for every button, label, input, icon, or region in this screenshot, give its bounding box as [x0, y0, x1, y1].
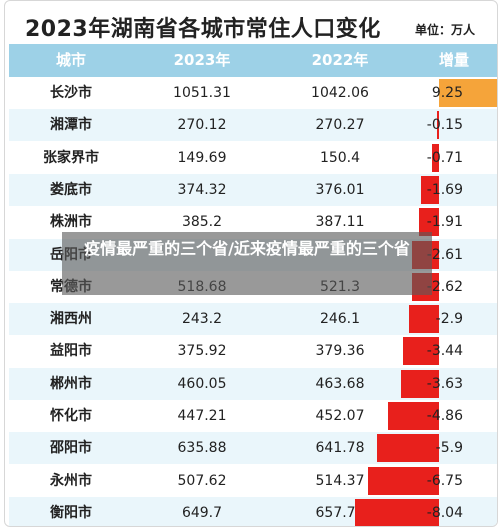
cell-2023: 385.2: [181, 214, 223, 231]
table-row: 长沙市 1051.31 1042.06 9.25: [9, 77, 497, 111]
cell-2022: 379.36: [315, 343, 365, 360]
change-label: 9.25: [431, 85, 463, 101]
table-header: 城市 2023年 2022年 增量: [9, 44, 497, 77]
change-label: -2.9: [435, 311, 463, 328]
cell-city: 株洲市: [50, 214, 92, 231]
cell-city: 娄底市: [50, 181, 92, 198]
chart-frame: 2023年湖南省各城市常住人口变化 单位：万人 城市 2023年 2022年 增…: [4, 0, 498, 527]
table-row: 湘潭市 270.12 270.27 -0.15: [9, 109, 497, 143]
header-2023: 2023年: [173, 51, 231, 69]
table-row: 怀化市 447.21 452.07 -4.86: [9, 400, 497, 434]
cell-2023: 374.32: [177, 181, 227, 198]
cell-2023: 447.21: [177, 408, 227, 424]
cell-2022: 246.1: [319, 311, 361, 328]
cell-2023: 243.2: [181, 311, 223, 328]
change-label: -5.9: [435, 440, 463, 457]
cell-2022: 1042.06: [311, 85, 369, 101]
table-row: 邵阳市 635.88 641.78 -5.9: [9, 432, 497, 466]
change-label: -8.04: [426, 504, 463, 521]
cell-2022: 270.27: [315, 117, 365, 134]
table-row: 永州市 507.62 514.37 -6.75: [9, 464, 497, 498]
cell-2022: 387.11: [315, 214, 365, 231]
cell-2022: 657.74: [315, 504, 365, 521]
change-bar: [401, 369, 439, 398]
change-bar: [439, 79, 497, 107]
table-row: 益阳市 375.92 379.36 -3.44: [9, 335, 497, 369]
overlay-text: 疫情最严重的三个省/近来疫情最严重的三个省: [84, 239, 410, 258]
cell-2022: 514.37: [315, 472, 365, 489]
change-bar: [368, 466, 439, 495]
cell-2023: 149.69: [177, 149, 227, 166]
cell-city: 张家界市: [43, 149, 99, 166]
table-row: 娄底市 374.32 376.01 -1.69: [9, 173, 497, 208]
change-label: -1.69: [426, 181, 463, 198]
change-label: -2.61: [426, 246, 463, 263]
change-label: -2.62: [426, 278, 463, 295]
cell-2023: 270.12: [177, 117, 227, 134]
cell-city: 永州市: [50, 472, 92, 489]
change-bar: [403, 337, 439, 366]
cell-city: 长沙市: [50, 85, 92, 101]
cell-city: 湘西州: [50, 311, 92, 328]
cell-city: 邵阳市: [50, 440, 92, 457]
unit-label: 单位：万人: [414, 23, 475, 37]
cell-2022: 463.68: [315, 375, 365, 392]
cell-2023: 635.88: [177, 440, 227, 457]
change-bar: [408, 305, 439, 334]
header-change: 增量: [438, 51, 469, 69]
cell-city: 怀化市: [50, 408, 92, 424]
table-row: 湘西州 243.2 246.1 -2.9: [9, 303, 497, 337]
cell-2023: 375.92: [177, 343, 227, 360]
header-2022: 2022年: [311, 51, 369, 69]
change-bar: [355, 498, 439, 526]
cell-2023: 507.62: [177, 472, 227, 489]
table-row: 郴州市 460.05 463.68 -3.63: [9, 367, 497, 401]
change-label: -0.71: [426, 149, 463, 166]
cell-2023: 460.05: [177, 375, 227, 392]
change-bar: [419, 208, 439, 237]
change-label: -1.91: [426, 214, 463, 231]
header-city: 城市: [55, 51, 86, 69]
change-bar: [437, 111, 439, 140]
cell-city: 郴州市: [50, 375, 92, 392]
change-label: -3.63: [426, 375, 463, 392]
cell-2022: 376.01: [315, 181, 365, 198]
change-bar: [377, 434, 439, 463]
cell-2023: 649.7: [181, 504, 223, 521]
table-row: 张家界市 149.69 150.4 -0.71: [9, 141, 497, 175]
chart-title: 2023年湖南省各城市常住人口变化: [25, 17, 381, 42]
change-bar: [431, 143, 439, 172]
cell-city: 益阳市: [50, 343, 92, 360]
table-row: 衡阳市 649.7 657.74 -8.04: [9, 496, 497, 526]
change-label: -0.15: [426, 117, 463, 134]
change-bar: [421, 175, 439, 204]
overlay-banner: 疫情最严重的三个省/近来疫情最严重的三个省: [62, 232, 432, 295]
cell-city: 湘潭市: [50, 117, 92, 134]
change-label: -6.75: [426, 472, 463, 489]
cell-city: 衡阳市: [50, 504, 92, 521]
cell-2023: 1051.31: [173, 85, 231, 101]
cell-2022: 150.4: [319, 149, 361, 166]
change-bar: [388, 402, 439, 430]
change-label: -3.44: [426, 343, 463, 360]
cell-2022: 452.07: [315, 408, 365, 424]
cell-2022: 641.78: [315, 440, 365, 457]
change-label: -4.86: [426, 408, 463, 424]
